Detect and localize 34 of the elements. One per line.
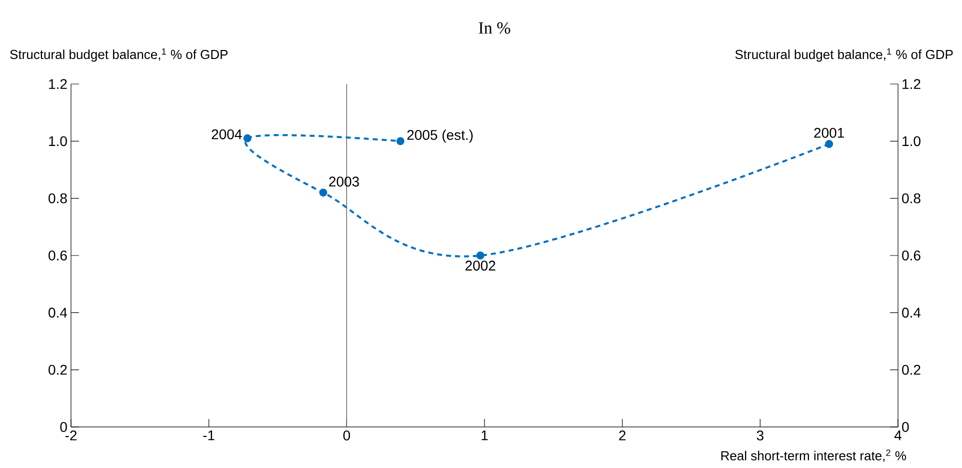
y-tick-label: 1.0 bbox=[49, 136, 67, 146]
annotation: 2002 bbox=[466, 260, 496, 271]
x-tick-label: -1 bbox=[203, 430, 214, 440]
x-tick-label: 4 bbox=[894, 430, 902, 440]
x-tick-label: 3 bbox=[756, 430, 764, 440]
y-tick-label: 0 bbox=[60, 422, 67, 432]
y-tick-label: 1.2 bbox=[49, 79, 67, 89]
x-tick-label: 0 bbox=[343, 430, 350, 440]
y2-tick-label: 0 bbox=[902, 422, 909, 432]
y-tick-label: 0.6 bbox=[48, 250, 67, 260]
point bbox=[476, 251, 484, 260]
chart-subtitle: In % bbox=[478, 22, 510, 34]
y-tick-label: 0.4 bbox=[48, 308, 68, 318]
y2-tick-label: 0.2 bbox=[902, 364, 920, 375]
annotation: 2004 bbox=[212, 129, 242, 140]
point bbox=[319, 188, 328, 197]
x-axis-title: Real short-term interest rate,$^{2}$ % bbox=[721, 450, 906, 462]
y2-tick-label: 1.0 bbox=[902, 136, 920, 146]
y-axis-title: Structural budget balance,$^{1}$ % of GDP bbox=[10, 48, 228, 62]
point bbox=[396, 137, 404, 146]
y2-axis-title: Structural budget balance,$^{1}$ % of GDP bbox=[735, 48, 953, 62]
y2-tick-label: 1.2 bbox=[902, 79, 920, 89]
y-tick-label: 0.8 bbox=[48, 193, 67, 204]
y2-tick-label: 0.8 bbox=[902, 193, 920, 204]
y2-tick-label: 0.4 bbox=[902, 308, 921, 318]
point bbox=[243, 134, 252, 142]
y2-tick-label: 0.6 bbox=[902, 250, 920, 260]
x-tick-label: 1 bbox=[482, 430, 488, 440]
x-tick-label: -2 bbox=[65, 430, 77, 440]
annotation: 2001 bbox=[814, 128, 844, 138]
x-tick-label: 2 bbox=[619, 430, 626, 440]
annotation: 2005 (est.) bbox=[407, 130, 473, 143]
y-tick-label: 0.2 bbox=[48, 364, 67, 375]
point bbox=[825, 140, 834, 148]
